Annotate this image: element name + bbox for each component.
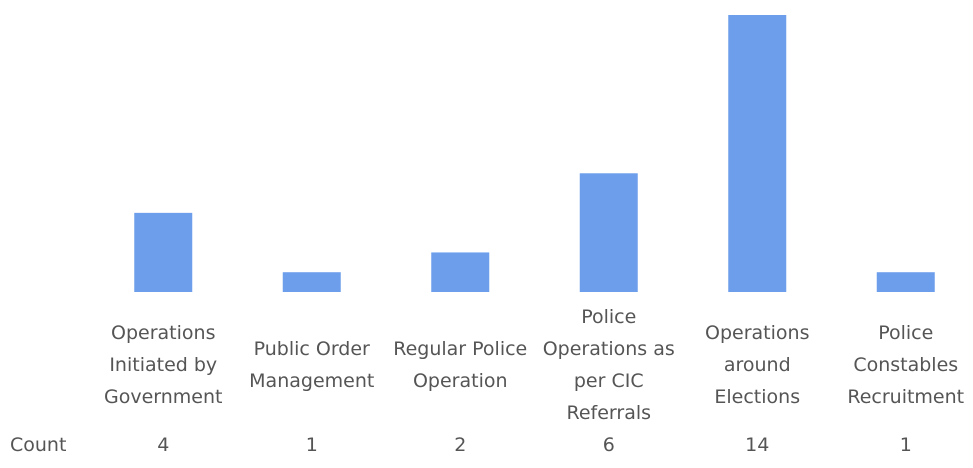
- category-label: Operations Initiated by Government: [104, 322, 223, 408]
- bar: [282, 272, 341, 292]
- bar: [876, 272, 935, 292]
- category-label: Operations around Elections: [705, 322, 810, 408]
- value-label: 4: [157, 434, 170, 456]
- value-label: 2: [454, 434, 467, 456]
- category-label: Police Constables Recruitment: [847, 322, 965, 408]
- category-label: Public Order Management: [249, 338, 375, 392]
- value-label: 1: [305, 434, 318, 456]
- category-label: Police Operations as per CIC Referrals: [542, 306, 675, 424]
- value-label: 6: [602, 434, 615, 456]
- row-label: Count: [10, 434, 67, 456]
- bar: [579, 173, 638, 292]
- bar: [431, 252, 490, 292]
- value-label: 14: [745, 434, 770, 456]
- category-label: Regular Police Operation: [393, 338, 528, 392]
- value-label: 1: [899, 434, 912, 456]
- bar: [134, 212, 193, 292]
- bar: [728, 15, 787, 292]
